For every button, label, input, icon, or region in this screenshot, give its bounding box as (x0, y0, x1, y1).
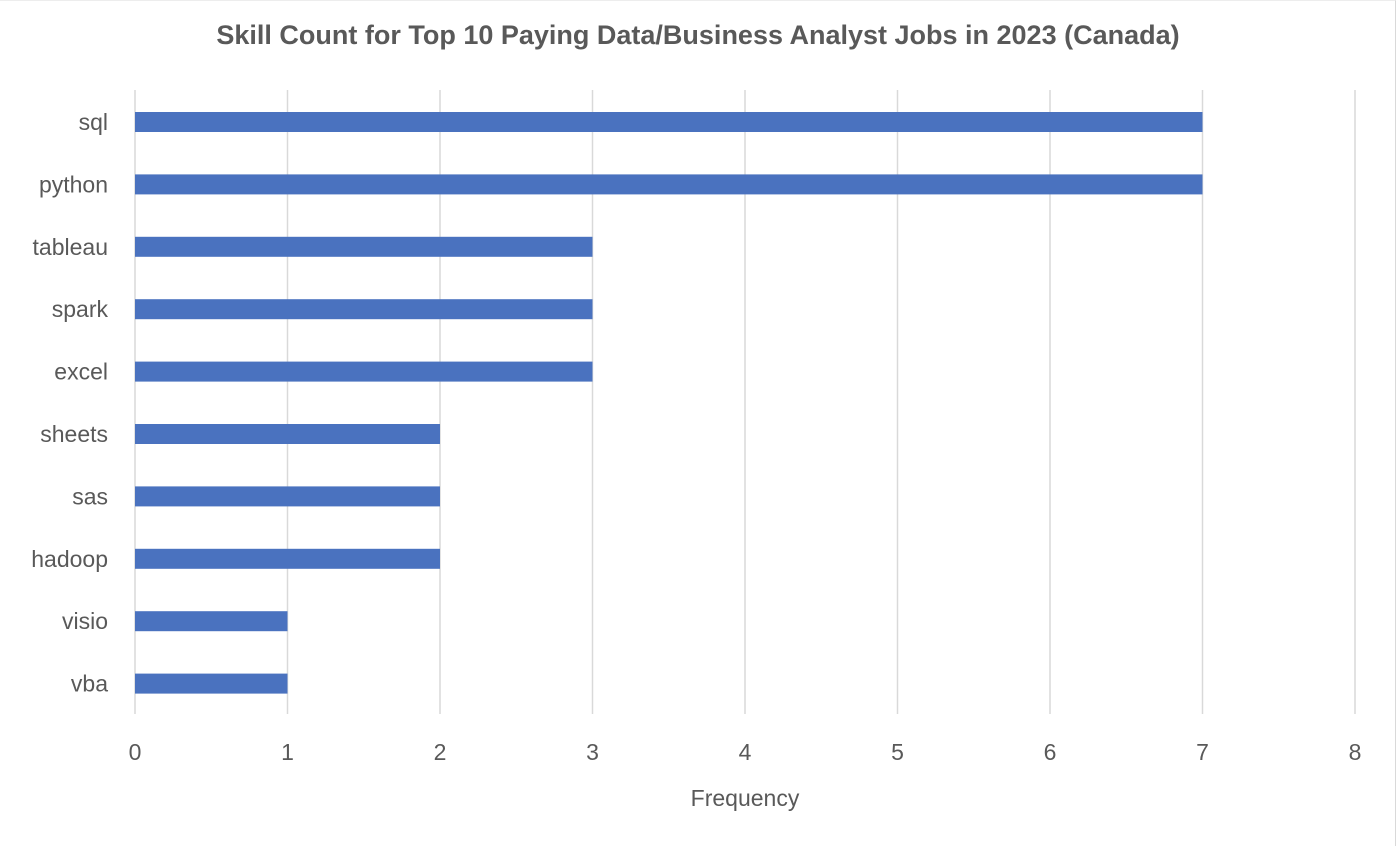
x-tick-labels: 0 1 2 3 4 5 6 7 8 (129, 739, 1362, 765)
bars (135, 112, 1203, 694)
x-axis-title: Frequency (691, 785, 800, 811)
x-tick-label: 5 (891, 739, 904, 765)
chart-title: Skill Count for Top 10 Paying Data/Busin… (216, 20, 1180, 50)
bar-sheets (135, 424, 440, 444)
x-tick-label: 1 (281, 739, 294, 765)
category-label-hadoop: hadoop (31, 546, 108, 572)
category-label-sas: sas (72, 483, 108, 509)
x-tick-label: 6 (1044, 739, 1057, 765)
category-labels: sql python tableau spark excel sheets sas hadoo… (31, 109, 108, 697)
category-label-spark: spark (52, 296, 109, 322)
bar-vba (135, 673, 288, 694)
category-label-tableau: tableau (33, 234, 108, 260)
category-label-sql: sql (79, 109, 108, 135)
bar-spark (135, 299, 593, 320)
category-label-excel: excel (54, 359, 108, 385)
category-label-visio: visio (62, 608, 108, 634)
bar-sas (135, 486, 440, 507)
x-tick-label: 8 (1349, 739, 1362, 765)
bar-visio (135, 611, 288, 632)
x-tick-label: 7 (1196, 739, 1209, 765)
x-tick-label: 2 (434, 739, 447, 765)
category-label-vba: vba (71, 671, 108, 697)
bar-sql (135, 112, 1203, 132)
x-tick-label: 4 (739, 739, 752, 765)
x-tick-label: 0 (129, 739, 142, 765)
bar-python (135, 174, 1203, 195)
bar-excel (135, 361, 593, 382)
bar-tableau (135, 236, 593, 257)
x-tick-label: 3 (586, 739, 599, 765)
category-label-sheets: sheets (40, 421, 108, 447)
category-label-python: python (39, 171, 108, 197)
bar-hadoop (135, 548, 440, 569)
